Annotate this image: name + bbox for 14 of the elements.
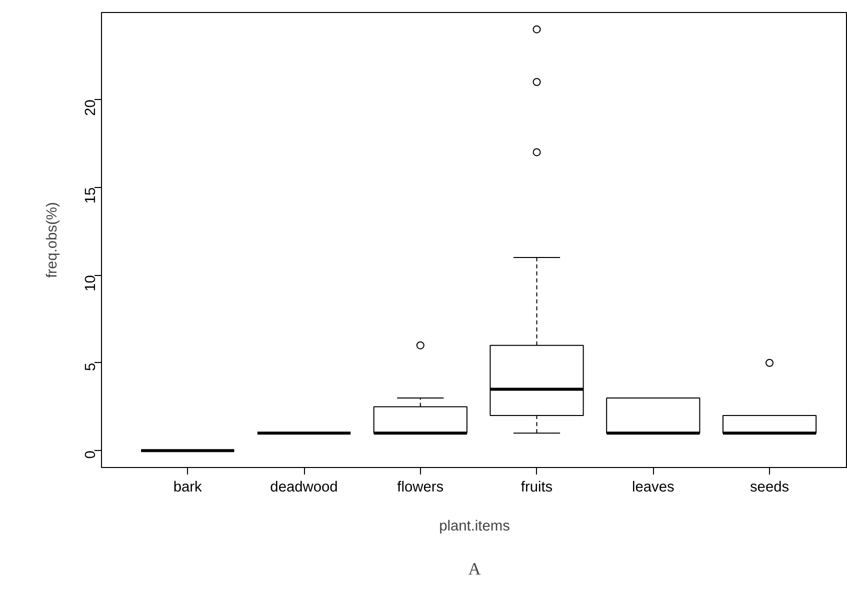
- text: A: [468, 560, 482, 578]
- x-tick-label: seeds: [750, 480, 790, 496]
- x-tick-label: deadwood: [270, 480, 338, 496]
- x-tick-label: leaves: [632, 480, 674, 496]
- x-axis-title: plant.items: [439, 518, 510, 534]
- y-tick-label: 0: [83, 450, 99, 459]
- y-tick-label: 5: [83, 362, 99, 372]
- x-tick-label: flowers: [397, 480, 444, 496]
- y-tick-label: 10: [83, 275, 99, 292]
- x-tick-label: bark: [173, 480, 203, 496]
- y-tick-label: 15: [83, 187, 99, 204]
- y-tick-label: 20: [83, 100, 99, 116]
- y-axis-title: freq.obs(%): [44, 202, 60, 278]
- x-tick-label: fruits: [520, 480, 553, 496]
